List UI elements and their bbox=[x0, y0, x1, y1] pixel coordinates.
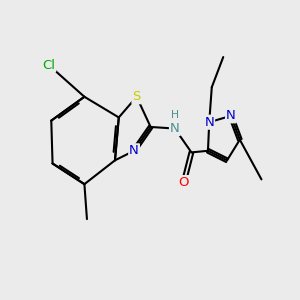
Text: H: H bbox=[171, 110, 179, 120]
Text: O: O bbox=[178, 176, 189, 189]
Text: N: N bbox=[129, 144, 139, 157]
Text: N: N bbox=[170, 122, 180, 135]
Text: N: N bbox=[226, 109, 236, 122]
Text: Cl: Cl bbox=[42, 58, 55, 71]
Text: N: N bbox=[204, 116, 214, 129]
Text: S: S bbox=[132, 90, 141, 103]
